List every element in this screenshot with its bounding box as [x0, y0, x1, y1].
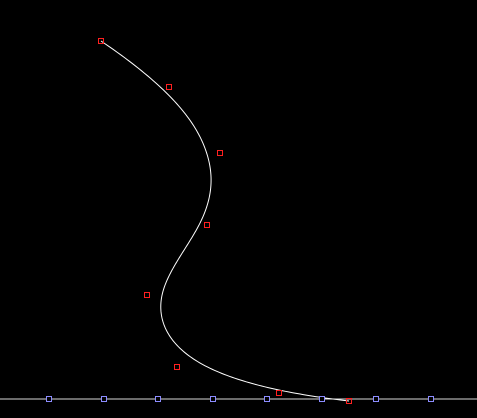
knot-handle[interactable]: [210, 396, 216, 402]
spline-curve: [100, 40, 350, 402]
knot-handle[interactable]: [264, 396, 270, 402]
control-point[interactable]: [346, 398, 352, 404]
knot-handle[interactable]: [428, 396, 434, 402]
control-point[interactable]: [174, 364, 180, 370]
knot-handle[interactable]: [373, 396, 379, 402]
control-point[interactable]: [204, 222, 210, 228]
control-point[interactable]: [217, 150, 223, 156]
control-point[interactable]: [276, 390, 282, 396]
knot-handle[interactable]: [155, 396, 161, 402]
control-point[interactable]: [144, 292, 150, 298]
knot-handle[interactable]: [101, 396, 107, 402]
knot-handle[interactable]: [319, 396, 325, 402]
knot-handle[interactable]: [46, 396, 52, 402]
control-point[interactable]: [166, 84, 172, 90]
control-point[interactable]: [98, 38, 104, 44]
